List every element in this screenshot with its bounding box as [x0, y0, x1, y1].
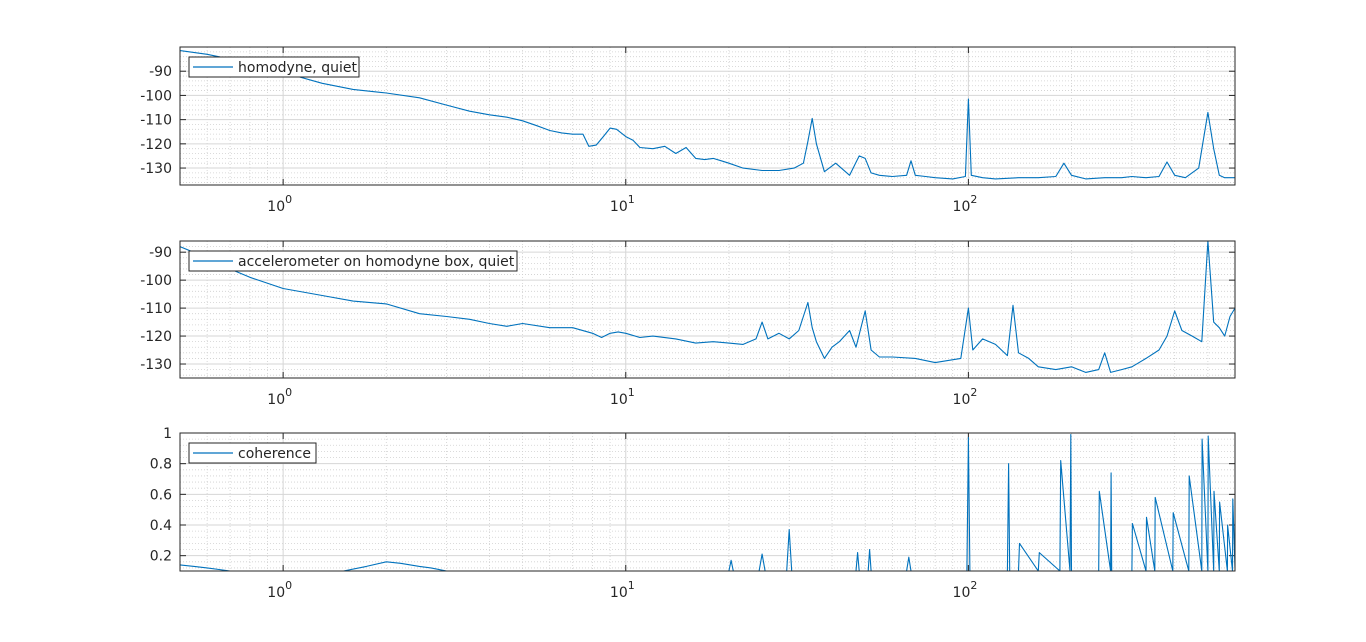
legend-label: accelerometer on homodyne box, quiet: [238, 254, 515, 270]
x-tick-label: 10 0: [267, 193, 292, 215]
x-tick-label-exponent: 2: [970, 386, 977, 399]
series-line: [180, 241, 1235, 373]
y-tick-label: 0.8: [150, 457, 172, 473]
x-tick-label: 10 2: [953, 193, 978, 215]
y-tick-label: -110: [140, 301, 172, 317]
legend: homodyne, quiet: [188, 56, 360, 78]
y-tick-label: -100: [140, 88, 172, 104]
legend-box: [188, 56, 360, 78]
x-tick-label: 10 1: [610, 193, 635, 215]
y-tick-label: -120: [140, 137, 172, 153]
x-tick-label-exponent: 2: [970, 579, 977, 592]
x-tick-label-exponent: 1: [628, 193, 635, 206]
y-tick-label: -100: [140, 273, 172, 289]
x-tick-label: 10 2: [953, 579, 978, 601]
legend-box: [188, 442, 317, 464]
legend: coherence: [188, 442, 317, 464]
x-tick-label-base: 10: [953, 199, 971, 215]
y-tick-label: -90: [149, 245, 172, 261]
x-tick-label-exponent: 2: [970, 193, 977, 206]
x-tick-label-base: 10: [610, 392, 628, 408]
legend: accelerometer on homodyne box, quiet: [188, 250, 518, 272]
y-tick-label: 0.2: [150, 549, 172, 565]
x-tick-label-base: 10: [610, 585, 628, 601]
y-tick-label: -110: [140, 113, 172, 129]
x-tick-label-exponent: 1: [628, 386, 635, 399]
y-tick-label: 0.6: [150, 487, 172, 503]
axes-box: [179, 240, 1236, 379]
x-tick-label-exponent: 1: [628, 579, 635, 592]
x-tick-label-exponent: 0: [285, 193, 292, 206]
x-tick-label: 10 2: [953, 386, 978, 408]
y-tick-label: -130: [140, 161, 172, 177]
x-tick-label-base: 10: [610, 199, 628, 215]
y-tick-label: 1: [163, 426, 172, 442]
x-tick-label-base: 10: [953, 585, 971, 601]
x-tick-label: 10 0: [267, 386, 292, 408]
y-tick-label: -120: [140, 329, 172, 345]
series-line: [180, 50, 1235, 180]
y-tick-label: -130: [140, 357, 172, 373]
x-tick-label: 10 0: [267, 579, 292, 601]
x-tick-label-base: 10: [267, 199, 285, 215]
legend-label: homodyne, quiet: [238, 60, 357, 76]
x-tick-label-exponent: 0: [285, 386, 292, 399]
y-tick-label: 0.4: [150, 518, 172, 534]
axes-box: [179, 432, 1236, 572]
x-tick-label-base: 10: [267, 585, 285, 601]
x-tick-label-base: 10: [953, 392, 971, 408]
axes-box: [179, 46, 1236, 186]
y-tick-label: -90: [149, 64, 172, 80]
plot-area: [180, 433, 1235, 571]
x-tick-label: 10 1: [610, 386, 635, 408]
legend-box: [188, 250, 518, 272]
x-tick-label-base: 10: [267, 392, 285, 408]
x-tick-label: 10 1: [610, 579, 635, 601]
legend-label: coherence: [238, 446, 311, 462]
x-tick-label-exponent: 0: [285, 579, 292, 592]
